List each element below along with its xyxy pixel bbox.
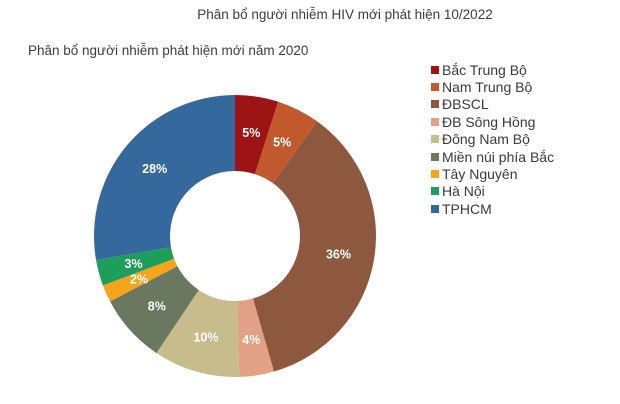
chart-legend: Bắc Trung Bộ Nam Trung Bộ ĐBSCL ĐB Sông Hồn… xyxy=(431,61,554,218)
legend-item: ĐBSCL xyxy=(431,96,554,113)
donut-slice-8 xyxy=(96,247,175,286)
slice-data-label: 10% xyxy=(193,330,218,344)
legend-swatch-icon xyxy=(431,204,439,213)
slice-data-label: 36% xyxy=(326,247,351,261)
slice-data-label: 3% xyxy=(125,257,143,271)
slice-data-label: 5% xyxy=(242,126,260,140)
legend-swatch-icon xyxy=(431,187,439,196)
legend-swatch-icon xyxy=(431,152,439,161)
legend-label: Bắc Trung Bộ xyxy=(442,61,527,78)
donut-slice-1 xyxy=(235,95,279,175)
legend-label: Tây Nguyên xyxy=(442,166,518,183)
legend-label: Nam Trung Bộ xyxy=(442,79,533,96)
donut-slice-6 xyxy=(110,266,199,354)
legend-swatch-icon xyxy=(431,117,439,126)
legend-swatch-icon xyxy=(431,65,439,74)
donut-slice-5 xyxy=(156,289,240,377)
legend-item: Đông Nam Bộ xyxy=(431,131,554,148)
donut-slice-4 xyxy=(237,298,274,377)
donut-slice-3 xyxy=(252,121,376,372)
legend-item: Miền núi phía Bắc xyxy=(431,148,554,165)
slice-data-label: 2% xyxy=(130,272,148,286)
slice-data-label: 4% xyxy=(242,333,260,347)
slice-data-label: 28% xyxy=(142,162,167,176)
legend-label: TPHCM xyxy=(442,200,492,217)
legend-swatch-icon xyxy=(431,83,439,92)
legend-item: TPHCM xyxy=(431,200,554,217)
legend-swatch-icon xyxy=(431,170,439,179)
legend-label: Đông Nam Bộ xyxy=(442,131,530,148)
legend-item: Tây Nguyên xyxy=(431,165,554,182)
chart-title: Phân bổ người nhiễm HIV mới phát hiện 10… xyxy=(197,7,493,22)
legend-label: Miền núi phía Bắc xyxy=(442,148,555,165)
legend-label: Hà Nội xyxy=(442,183,485,200)
donut-slice-7 xyxy=(102,258,178,302)
legend-item: ĐB Sông Hồng xyxy=(431,113,554,130)
legend-label: ĐBSCL xyxy=(442,96,489,113)
legend-item: Hà Nội xyxy=(431,183,554,200)
legend-swatch-icon xyxy=(431,100,439,109)
legend-item: Bắc Trung Bộ xyxy=(431,61,554,78)
donut-slice-9 xyxy=(94,95,235,260)
legend-label: ĐB Sông Hồng xyxy=(442,113,536,130)
legend-item: Nam Trung Bộ xyxy=(431,78,554,95)
donut-slice-2 xyxy=(254,101,318,184)
slice-data-label: 5% xyxy=(273,136,291,150)
legend-swatch-icon xyxy=(431,135,439,144)
slice-data-label: 8% xyxy=(148,300,166,314)
chart-subtitle: Phân bổ người nhiễm phát hiện mới năm 20… xyxy=(28,43,309,58)
